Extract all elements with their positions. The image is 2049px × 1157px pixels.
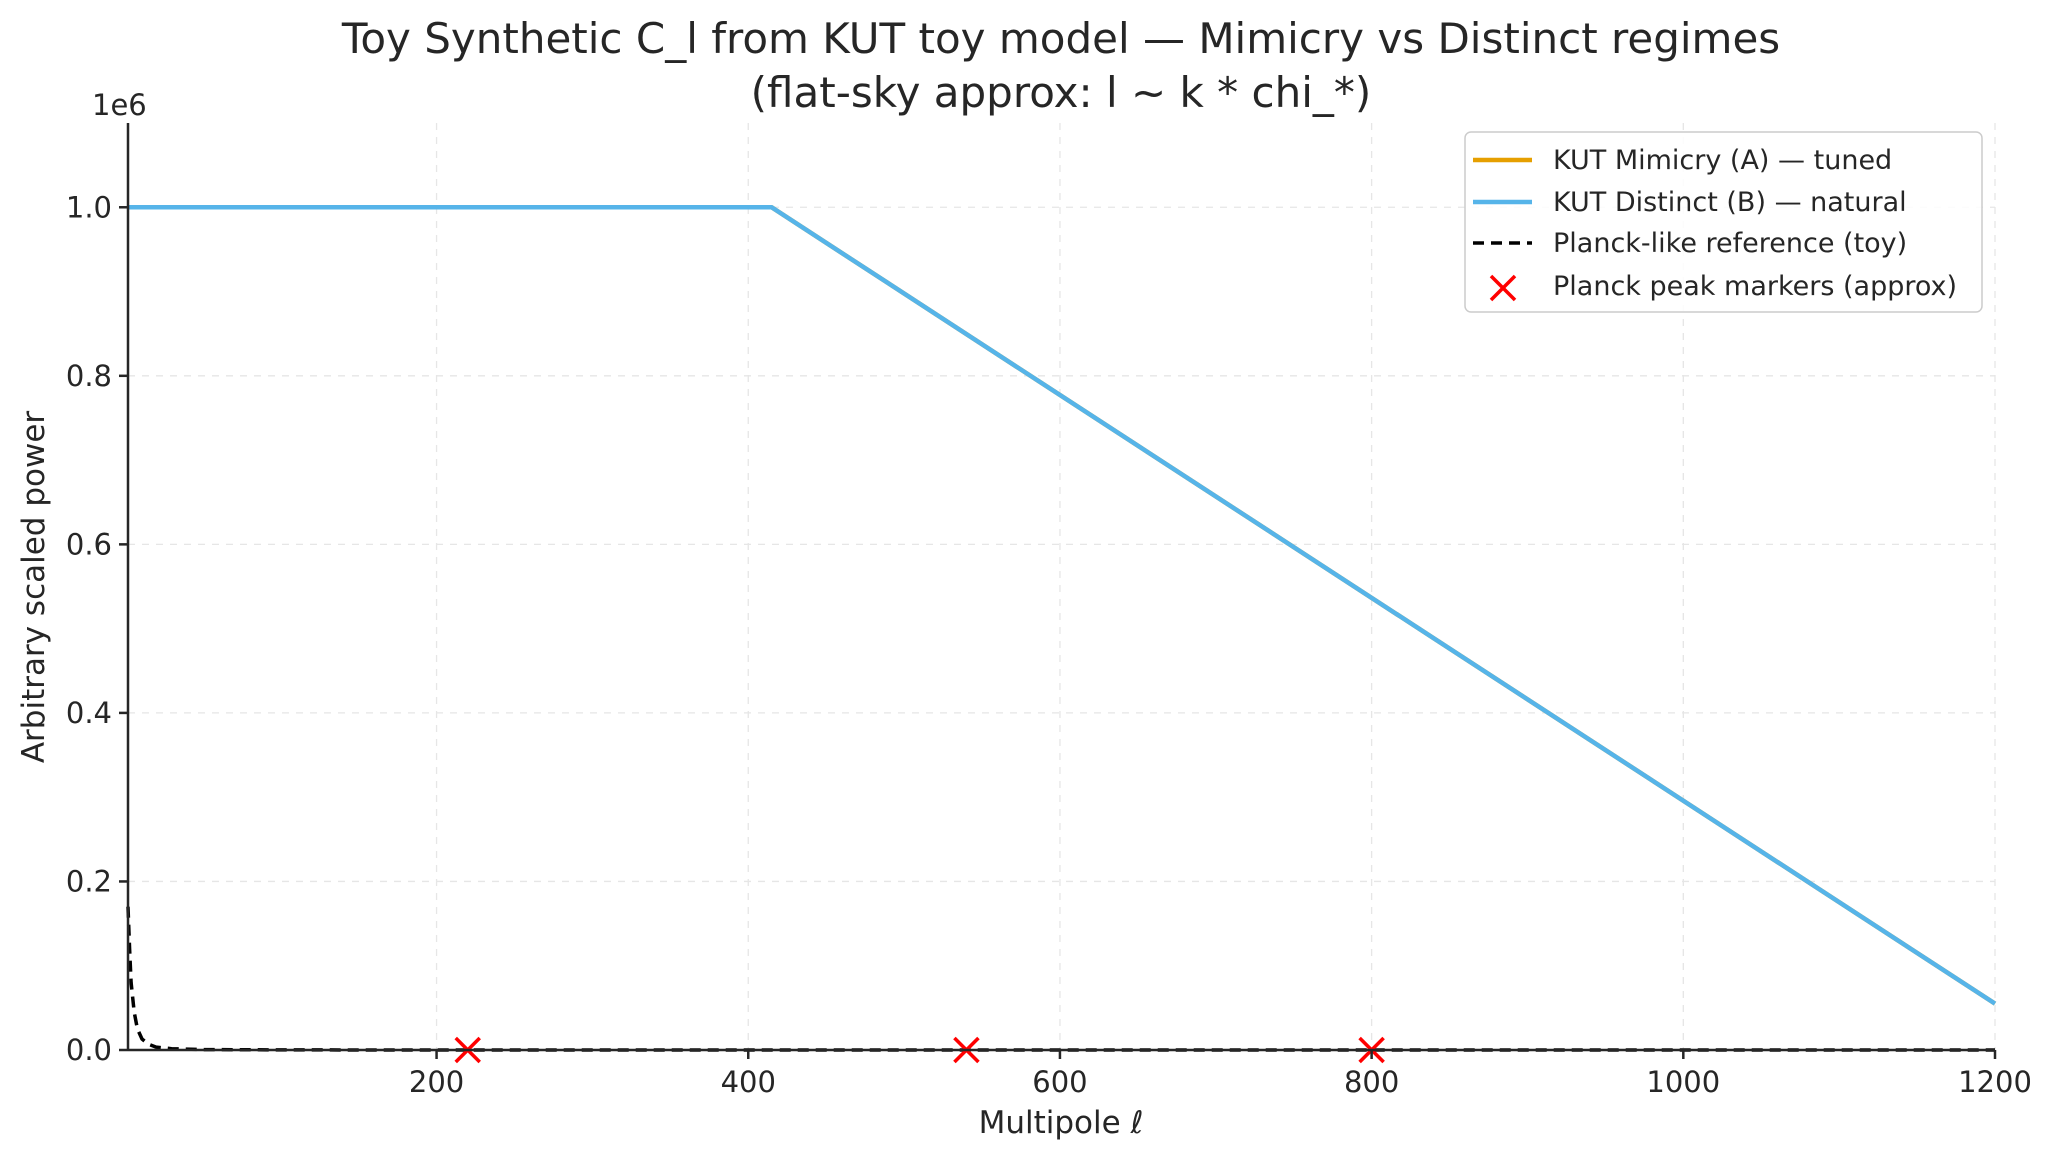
x-tick-label: 1200: [1958, 1065, 2032, 1099]
x-axis-label: Multipole ℓ: [979, 1105, 1144, 1141]
legend-label-planck-reference: Planck-like reference (toy): [1553, 228, 1907, 259]
y-tick-label: 0.6: [66, 527, 112, 561]
x-tick-label: 400: [721, 1065, 776, 1099]
y-tick-label: 1.0: [66, 190, 112, 224]
y-offset-label: 1e6: [92, 88, 147, 122]
legend-swatch-peak-markers: [1489, 274, 1517, 302]
plot-area: [126, 205, 1997, 1064]
chart-subtitle: (flat-sky approx: l ~ k * chi_*): [751, 68, 1372, 117]
x-tick-label: 800: [1344, 1065, 1399, 1099]
y-tick-label: 0.8: [66, 359, 112, 393]
y-axis-label: Arbitrary scaled power: [16, 411, 52, 764]
legend-label-mimicry: KUT Mimicry (A) — tuned: [1553, 145, 1892, 176]
chart-title: Toy Synthetic C_l from KUT toy model — M…: [341, 14, 1780, 63]
legend-label-distinct: KUT Distinct (B) — natural: [1553, 187, 1907, 218]
x-ticks: 200 400 600 800 1000 1200: [409, 1050, 2032, 1099]
series-line-planck-reference: [126, 906, 1995, 1052]
y-tick-label: 0.2: [66, 864, 112, 898]
y-tick-label: 0.4: [66, 696, 112, 730]
legend-box: [1464, 131, 1983, 313]
legend: KUT Mimicry (A) — tuned KUT Distinct (B)…: [1464, 131, 1983, 313]
series-line-mimicry: [128, 205, 1997, 1006]
y-ticks: 0.0 0.2 0.4 0.6 0.8 1.0: [66, 190, 128, 1067]
series-line-distinct: [128, 205, 1997, 1006]
y-tick-label: 0.0: [66, 1033, 112, 1067]
legend-label-peak-markers: Planck peak markers (approx): [1553, 271, 1957, 302]
x-tick-label: 200: [409, 1065, 464, 1099]
x-tick-label: 1000: [1646, 1065, 1720, 1099]
x-tick-label: 600: [1032, 1065, 1087, 1099]
